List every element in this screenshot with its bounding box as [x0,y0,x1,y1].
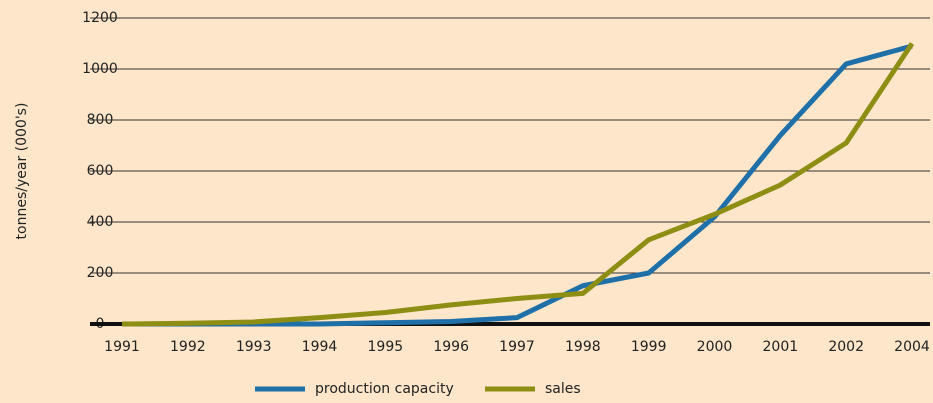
x-tick-label: 1992 [170,339,206,355]
x-tick-label: 1993 [236,339,272,355]
x-tick-label: 1991 [104,339,140,355]
x-tick-label: 2001 [763,339,799,355]
x-tick-label: 2002 [828,339,864,355]
x-tick-label: 2000 [697,339,733,355]
legend-label: production capacity [315,381,454,397]
x-tick-label: 1999 [631,339,667,355]
series-line [121,42,915,327]
x-tick-label: 1994 [302,339,338,355]
x-tick-label: 1995 [368,339,404,355]
x-tick-label: 1998 [565,339,601,355]
legend-label: sales [545,381,581,397]
y-axis-label: tonnes/year (000's) [14,103,30,240]
x-tick-label: 2004 [894,339,930,355]
x-tick-label: 1996 [433,339,469,355]
x-tick-label: 1997 [499,339,535,355]
